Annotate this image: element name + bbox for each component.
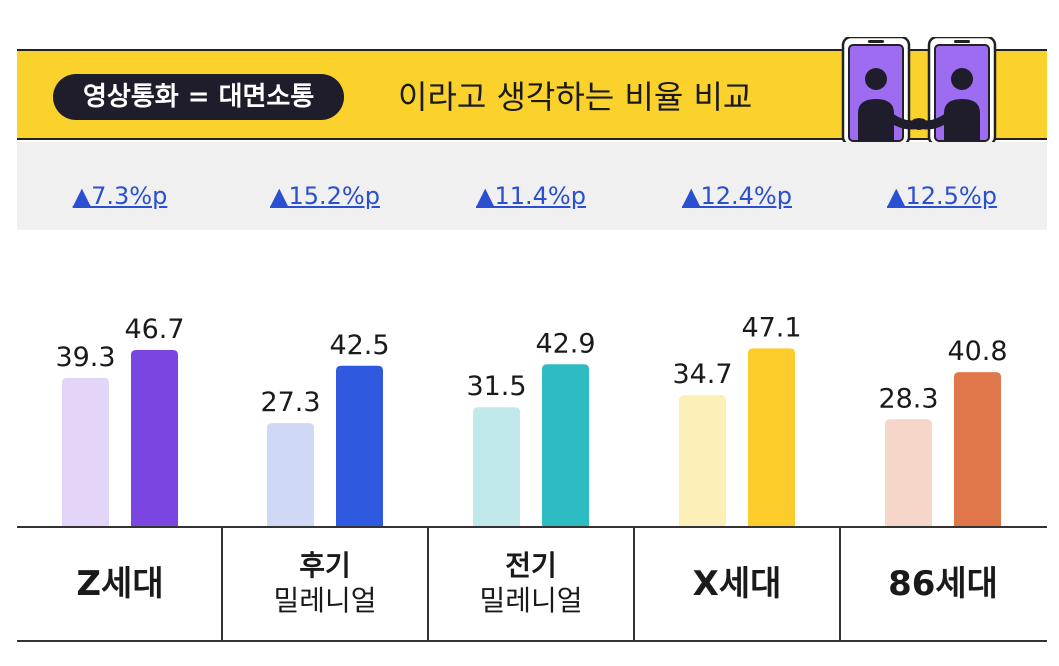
category-label-z: Z세대 — [20, 528, 220, 640]
bar-current-4 — [954, 372, 1001, 526]
category-label-early-millennial: 전기 밀레니얼 — [431, 528, 631, 640]
bar-value-label: 27.3 — [260, 387, 320, 418]
category-divider — [839, 528, 841, 640]
bar-previous-4 — [885, 419, 932, 526]
category-label-line1: Z세대 — [76, 564, 164, 604]
bar-value-label: 47.1 — [741, 312, 801, 343]
bar-current-3 — [748, 348, 795, 526]
bar-value-label: 28.3 — [878, 383, 938, 414]
title-banner: 영상통화 = 대면소통 이라고 생각하는 비율 비교 — [17, 37, 1047, 147]
difference-band: ▲7.3%p ▲15.2%p ▲11.4%p ▲12.4%p ▲12.5%p — [17, 142, 1047, 230]
table-bottom-line — [17, 640, 1047, 642]
difference-label: ▲12.4%p — [682, 182, 792, 210]
chart-subtitle: 이라고 생각하는 비율 비교 — [398, 78, 753, 116]
video-call-illustration — [841, 37, 997, 147]
category-label-line1: X세대 — [692, 564, 782, 604]
bar-value-label: 42.9 — [535, 328, 595, 359]
category-divider — [427, 528, 429, 640]
bar-chart: 39.3 27.3 31.5 34.7 28.3 46.7 42.5 42.9 47.1 40.8 — [55, 312, 1008, 526]
category-label-x: X세대 — [637, 528, 837, 640]
bar-value-label: 39.3 — [55, 342, 115, 373]
category-label-line1: 86세대 — [888, 564, 998, 604]
category-label-line1: 전기 — [505, 549, 557, 582]
title-pill: 영상통화 = 대면소통 — [53, 74, 345, 120]
bar-previous-2 — [473, 407, 520, 526]
category-label-86: 86세대 — [843, 528, 1043, 640]
bar-current-1 — [336, 365, 383, 526]
category-label-line2: 밀레니얼 — [479, 584, 583, 617]
bar-current-2 — [542, 364, 589, 526]
bar-value-label: 40.8 — [947, 336, 1007, 367]
bar-value-label: 31.5 — [466, 371, 526, 402]
bar-value-label: 46.7 — [124, 314, 184, 345]
bar-current-0 — [131, 349, 178, 526]
category-divider — [633, 528, 635, 640]
category-divider — [221, 528, 223, 640]
difference-label: ▲12.5%p — [887, 182, 997, 210]
bar-previous-0 — [62, 377, 109, 526]
difference-label: ▲7.3%p — [72, 182, 168, 210]
bar-value-label: 34.7 — [672, 359, 732, 390]
category-label-line1: 후기 — [299, 549, 351, 582]
bar-previous-1 — [267, 423, 314, 526]
category-label-late-millennial: 후기 밀레니얼 — [225, 528, 425, 640]
category-label-line2: 밀레니얼 — [273, 584, 377, 617]
bar-value-label: 42.5 — [329, 330, 389, 361]
difference-label: ▲15.2%p — [270, 182, 380, 210]
chart-baseline — [17, 526, 1047, 528]
difference-label: ▲11.4%p — [476, 182, 586, 210]
bar-previous-3 — [679, 395, 726, 526]
